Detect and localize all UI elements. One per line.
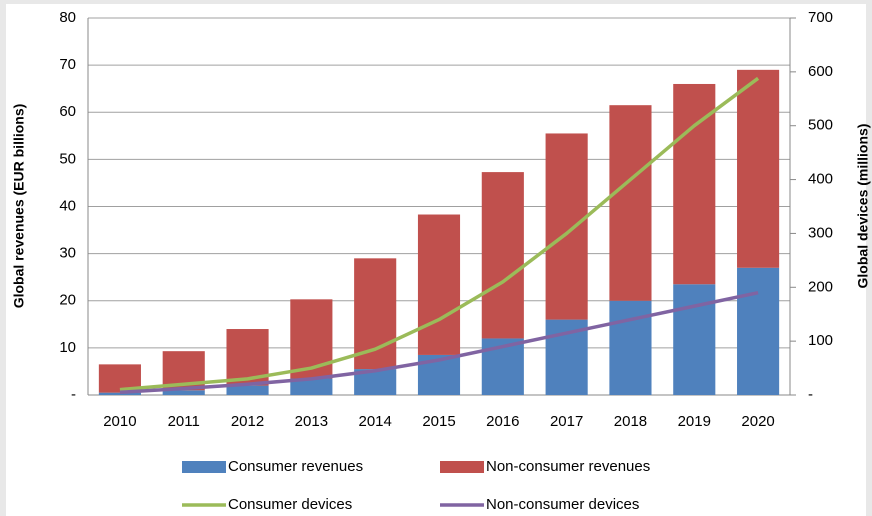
y-tick-label: 30: [59, 245, 76, 262]
y-tick-label: -: [71, 386, 76, 403]
y-tick-label: 40: [59, 197, 76, 214]
bar: [481, 172, 524, 339]
y2-tick-label: 600: [808, 63, 833, 80]
y2-axis-label: Global devices (millions): [855, 124, 871, 289]
y-tick-label: 70: [59, 56, 76, 73]
bar: [226, 385, 269, 395]
bar: [162, 390, 205, 395]
x-tick-label: 2020: [741, 413, 774, 430]
x-tick-label: 2014: [358, 413, 391, 430]
legend-label: Non-consumer revenues: [486, 458, 650, 475]
bar: [609, 105, 652, 301]
y-tick-label: 60: [59, 103, 76, 120]
x-tick-label: 2016: [486, 413, 519, 430]
bar: [290, 378, 333, 395]
line: [119, 290, 759, 395]
bar: [417, 214, 461, 355]
bar: [737, 267, 780, 395]
line: [119, 76, 760, 392]
x-tick-label: 2012: [231, 413, 264, 430]
bar: [98, 392, 141, 395]
bar: [545, 133, 588, 320]
legend-swatch: [440, 461, 484, 473]
y-tick-label: 20: [59, 292, 76, 309]
bar: [673, 284, 716, 395]
y2-tick-label: 400: [808, 171, 833, 188]
x-tick-label: 2018: [614, 413, 647, 430]
x-tick-label: 2013: [295, 413, 328, 430]
bar: [737, 69, 780, 268]
y2-tick-label: 200: [808, 278, 833, 295]
y2-tick-label: 700: [808, 9, 833, 26]
y-axis-label: Global revenues (EUR billions): [11, 104, 27, 309]
x-tick-label: 2019: [678, 413, 711, 430]
legend-label: Consumer devices: [228, 496, 352, 513]
y2-tick-label: 300: [808, 224, 833, 241]
legend-label: Non-consumer devices: [486, 496, 639, 513]
x-tick-label: 2010: [103, 413, 136, 430]
legend-label: Consumer revenues: [228, 458, 363, 475]
x-tick-label: 2015: [422, 413, 455, 430]
legend-swatch: [182, 461, 226, 473]
y-tick-label: 10: [59, 339, 76, 356]
y-tick-label: 50: [59, 150, 76, 167]
x-tick-label: 2011: [168, 413, 200, 430]
y2-tick-label: -: [808, 386, 813, 403]
y2-tick-label: 500: [808, 117, 833, 134]
y2-tick-label: 100: [808, 332, 833, 349]
x-tick-label: 2017: [550, 413, 583, 430]
y-tick-label: 80: [59, 9, 76, 26]
